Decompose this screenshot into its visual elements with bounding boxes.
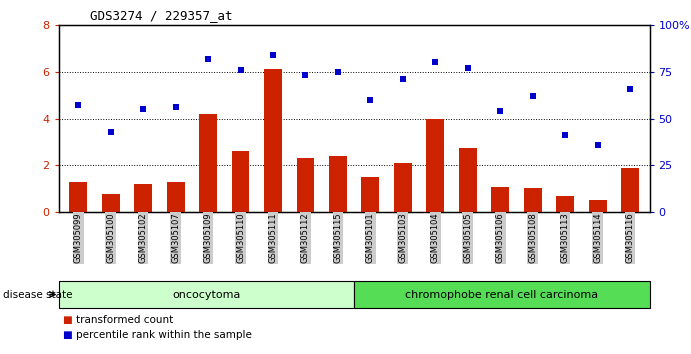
Point — [462, 65, 473, 71]
Bar — [459, 148, 477, 212]
Bar — [394, 163, 412, 212]
Text: GSM305116: GSM305116 — [625, 212, 634, 263]
Point — [170, 104, 181, 110]
Bar — [524, 188, 542, 212]
Point — [397, 76, 408, 82]
Point — [202, 56, 214, 61]
Text: ■: ■ — [62, 330, 72, 339]
Bar — [426, 119, 444, 212]
Bar — [231, 152, 249, 212]
Bar — [556, 196, 574, 212]
Point — [430, 59, 441, 65]
Text: chromophobe renal cell carcinoma: chromophobe renal cell carcinoma — [406, 290, 598, 300]
Bar — [69, 182, 87, 212]
Bar — [354, 281, 650, 308]
Text: GSM305105: GSM305105 — [463, 212, 472, 263]
Bar — [134, 184, 152, 212]
Text: GSM305113: GSM305113 — [560, 212, 569, 263]
Point — [300, 73, 311, 78]
Point — [495, 108, 506, 114]
Point — [592, 142, 603, 148]
Text: GSM305110: GSM305110 — [236, 212, 245, 263]
Point — [73, 103, 84, 108]
Text: GSM305114: GSM305114 — [593, 212, 602, 263]
Point — [105, 129, 116, 135]
Text: ■: ■ — [62, 315, 72, 325]
Text: GSM305103: GSM305103 — [398, 212, 407, 263]
Text: GSM305108: GSM305108 — [528, 212, 537, 263]
Point — [332, 69, 343, 74]
Text: GSM305107: GSM305107 — [171, 212, 180, 263]
Bar — [199, 114, 217, 212]
Point — [235, 67, 246, 73]
Text: disease state: disease state — [3, 290, 73, 299]
Text: GDS3274 / 229357_at: GDS3274 / 229357_at — [90, 9, 232, 22]
Bar — [491, 187, 509, 212]
Bar — [621, 168, 639, 212]
Text: GSM305101: GSM305101 — [366, 212, 375, 263]
Text: transformed count: transformed count — [76, 315, 173, 325]
Text: GSM305109: GSM305109 — [204, 212, 213, 263]
Point — [138, 106, 149, 112]
Bar — [264, 69, 282, 212]
Point — [625, 86, 636, 91]
Text: GSM305104: GSM305104 — [430, 212, 439, 263]
Text: GSM305106: GSM305106 — [495, 212, 504, 263]
Bar — [361, 177, 379, 212]
Text: percentile rank within the sample: percentile rank within the sample — [76, 330, 252, 339]
Bar — [589, 200, 607, 212]
Point — [527, 93, 538, 99]
Text: GSM305112: GSM305112 — [301, 212, 310, 263]
Bar — [102, 194, 120, 212]
Point — [365, 97, 376, 103]
Text: GSM305099: GSM305099 — [74, 212, 83, 263]
Point — [560, 133, 571, 138]
Text: GSM305102: GSM305102 — [139, 212, 148, 263]
Point — [267, 52, 278, 58]
Text: GSM305111: GSM305111 — [269, 212, 278, 263]
Text: GSM305115: GSM305115 — [333, 212, 343, 263]
Bar — [167, 182, 184, 212]
Text: oncocytoma: oncocytoma — [172, 290, 240, 300]
Text: GSM305100: GSM305100 — [106, 212, 115, 263]
Bar — [296, 159, 314, 212]
Bar — [59, 281, 354, 308]
Bar — [329, 156, 347, 212]
